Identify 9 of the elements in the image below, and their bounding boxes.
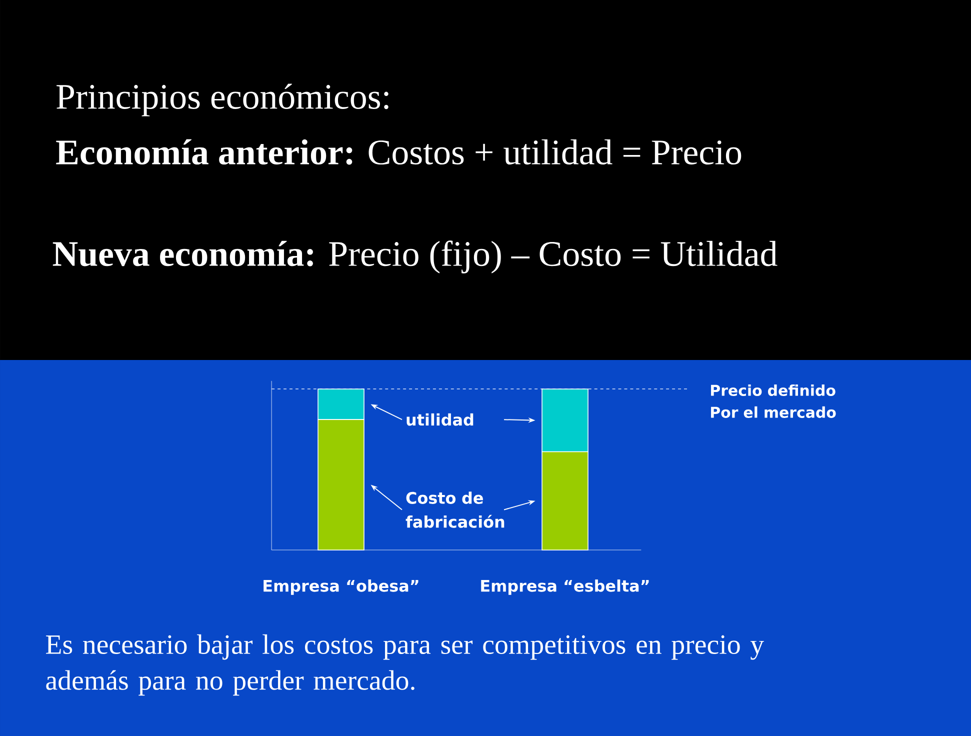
x-tick-label: Empresa “esbelta”: [481, 580, 649, 595]
text: Es necesario bajar los costos para ser competitivos en precio y además para no perder mercado.: [46, 634, 764, 696]
chart-title: Principios económicos:: [56, 84, 388, 116]
legend-label: Costo de fabricación: [406, 492, 504, 528]
ref-line-label: Precio definido Por el mercado: [711, 384, 836, 418]
x-tick-label: Empresa “obesa”: [264, 580, 418, 595]
text: Nueva economía: Precio (fijo) – Costo = Utilidad: [52, 240, 778, 274]
legend-label: utilidad: [406, 413, 474, 426]
chart-subtitle: Economía anterior: Costos + utilidad = Precio: [56, 139, 742, 165]
